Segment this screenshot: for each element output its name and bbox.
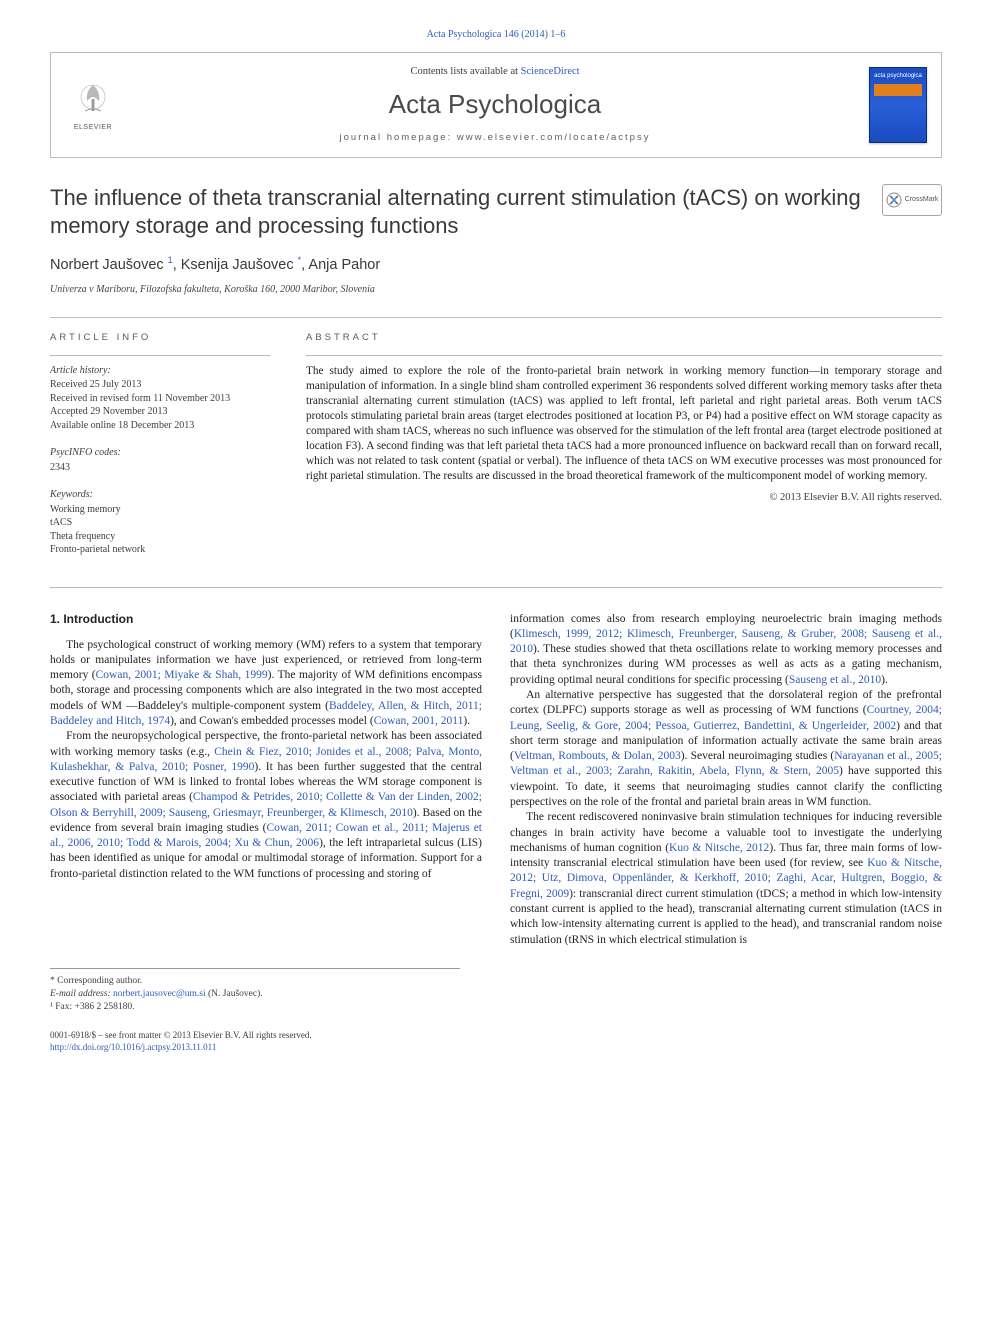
journal-header: ELSEVIER Contents lists available at Sci…: [50, 52, 942, 158]
c2p2-ref2[interactable]: Veltman, Rombouts, & Dolan, 2003: [514, 750, 681, 762]
article-title: The influence of theta transcranial alte…: [50, 184, 866, 240]
col2-para1: information comes also from research emp…: [510, 612, 942, 688]
corresponding-note: * Corresponding author.: [50, 975, 460, 988]
history-received: Received 25 July 2013: [50, 378, 270, 392]
author-3: Anja Pahor: [308, 257, 380, 273]
email-line: E-mail address: norbert.jausovec@um.si (…: [50, 988, 460, 1001]
journal-homepage: journal homepage: www.elsevier.com/locat…: [121, 132, 869, 145]
c1p1-ref1[interactable]: Cowan, 2001; Miyake & Shah, 1999: [96, 669, 268, 681]
keyword-4: Fronto-parietal network: [50, 543, 270, 557]
sciencedirect-link[interactable]: ScienceDirect: [521, 66, 580, 77]
issn-line: 0001-6918/$ – see front matter © 2013 El…: [50, 1029, 942, 1042]
col2-para2: An alternative perspective has suggested…: [510, 688, 942, 810]
column-right: information comes also from research emp…: [510, 612, 942, 948]
author-1: Norbert Jaušovec: [50, 257, 164, 273]
journal-reference: Acta Psychologica 146 (2014) 1–6: [50, 28, 942, 42]
abstract-heading: ABSTRACT: [306, 332, 942, 345]
email-label: E-mail address:: [50, 989, 113, 999]
info-divider-1: [50, 355, 270, 356]
cover-badge-text: acta psychologica: [874, 72, 922, 80]
history-title: Article history:: [50, 364, 270, 378]
c2p1-ref2[interactable]: Sauseng et al., 2010: [789, 674, 881, 686]
doi-link[interactable]: http://dx.doi.org/10.1016/j.actpsy.2013.…: [50, 1042, 216, 1052]
author-1-marker: 1: [168, 255, 173, 265]
article-info-heading: ARTICLE INFO: [50, 332, 270, 345]
col1-para2: From the neuropsychological perspective,…: [50, 729, 482, 882]
elsevier-tree-icon: [71, 77, 115, 121]
divider-mid: [50, 587, 942, 588]
c1p1-end: ).: [463, 715, 470, 727]
contents-prefix: Contents lists available at: [410, 66, 520, 77]
authors-line: Norbert Jaušovec 1, Ksenija Jaušovec *, …: [50, 254, 942, 275]
crossmark-label: CrossMark: [905, 195, 939, 204]
article-info-column: ARTICLE INFO Article history: Received 2…: [50, 332, 270, 571]
email-link[interactable]: norbert.jausovec@um.si: [113, 989, 206, 999]
c1p1-mid2: ), and Cowan's embedded processes model …: [170, 715, 374, 727]
col2-para3: The recent rediscovered noninvasive brai…: [510, 810, 942, 948]
c2p2-mid2: ). Several neuroimaging studies (: [681, 750, 834, 762]
history-accepted: Accepted 29 November 2013: [50, 405, 270, 419]
author-2-marker: *: [298, 255, 302, 265]
abstract-copyright: © 2013 Elsevier B.V. All rights reserved…: [306, 491, 942, 505]
abstract-divider: [306, 355, 942, 356]
abstract-column: ABSTRACT The study aimed to explore the …: [306, 332, 942, 571]
bottom-bar: 0001-6918/$ – see front matter © 2013 El…: [50, 1029, 942, 1054]
contents-line: Contents lists available at ScienceDirec…: [121, 65, 869, 79]
section-1-heading: 1. Introduction: [50, 612, 482, 628]
meta-abstract-row: ARTICLE INFO Article history: Received 2…: [50, 318, 942, 587]
cover-strip: [874, 84, 922, 96]
elsevier-logo: ELSEVIER: [65, 75, 121, 135]
fax-line: ¹ Fax: +386 2 258180.: [50, 1001, 460, 1014]
col1-para1: The psychological construct of working m…: [50, 638, 482, 730]
footnotes: * Corresponding author. E-mail address: …: [50, 968, 460, 1015]
keywords-title: Keywords:: [50, 488, 270, 502]
c2p1-end: ).: [881, 674, 888, 686]
psycinfo-code: 2343: [50, 461, 270, 475]
author-2: Ksenija Jaušovec: [181, 257, 294, 273]
psycinfo-title: PsycINFO codes:: [50, 446, 270, 460]
c1p1-ref3[interactable]: Cowan, 2001, 2011: [374, 715, 464, 727]
column-left: 1. Introduction The psychological constr…: [50, 612, 482, 948]
crossmark-icon: [886, 192, 902, 208]
c2p3-ref1[interactable]: Kuo & Nitsche, 2012: [669, 842, 769, 854]
publisher-name: ELSEVIER: [74, 123, 112, 132]
c2p3-end: ): transcranial direct current stimulati…: [510, 888, 942, 946]
keyword-1: Working memory: [50, 503, 270, 517]
body-columns: 1. Introduction The psychological constr…: [50, 612, 942, 948]
abstract-text: The study aimed to explore the role of t…: [306, 364, 942, 485]
journal-cover-thumbnail: acta psychologica: [869, 67, 927, 143]
header-center: Contents lists available at ScienceDirec…: [121, 65, 869, 145]
keyword-2: tACS: [50, 516, 270, 530]
crossmark-badge[interactable]: CrossMark: [882, 184, 942, 216]
email-suffix: (N. Jaušovec).: [206, 989, 263, 999]
history-online: Available online 18 December 2013: [50, 419, 270, 433]
history-revised: Received in revised form 11 November 201…: [50, 392, 270, 406]
journal-title: Acta Psychologica: [121, 87, 869, 122]
keyword-3: Theta frequency: [50, 530, 270, 544]
affiliation: Univerza v Mariboru, Filozofska fakultet…: [50, 283, 942, 297]
